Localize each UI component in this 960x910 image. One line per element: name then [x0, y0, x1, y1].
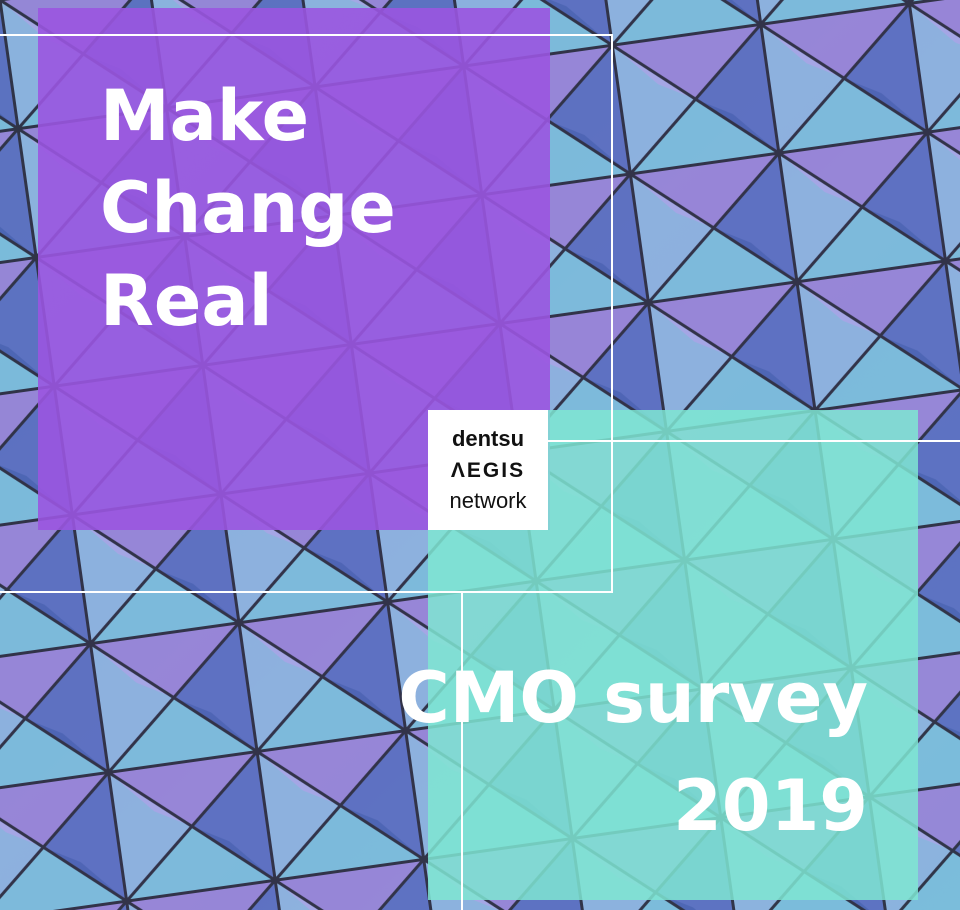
headline-line: Change — [100, 167, 396, 249]
headline-line: Real — [100, 260, 273, 342]
logo-text: dentsu — [452, 426, 524, 451]
logo-box — [428, 410, 548, 530]
headline-line: Make — [100, 75, 309, 157]
survey-title: CMO survey — [398, 657, 868, 739]
logo-text: network — [449, 488, 527, 513]
frame-line — [0, 34, 613, 593]
logo-text: ΛEGIS — [451, 459, 525, 482]
frame-line — [428, 440, 960, 910]
survey-year: 2019 — [673, 765, 868, 847]
